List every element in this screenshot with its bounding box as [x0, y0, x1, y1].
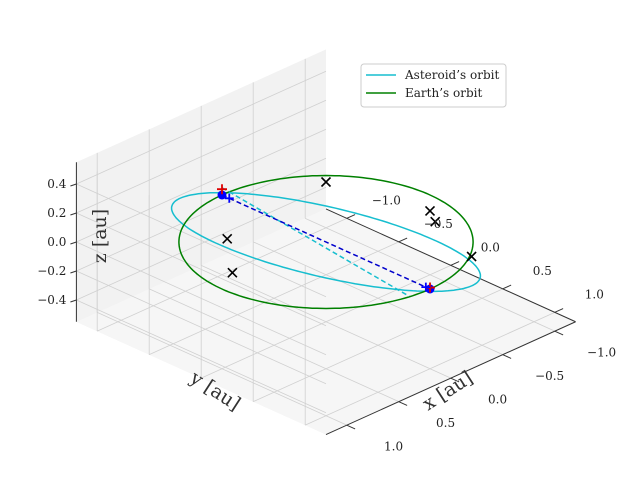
- x-tick-mark: [398, 237, 408, 243]
- y-tick-label: −0.5: [535, 369, 564, 383]
- z-tick-mark: [70, 299, 77, 303]
- grid-wall-z-left: [76, 270, 327, 385]
- line-of-nodes: [221, 194, 431, 290]
- tick-labels: −1.0 −0.5 0.0 0.5 1.0 1.0 0.5 0.0 −0.5 −1.0 0.4 0.2…: [37, 177, 616, 453]
- z-axis-label: z [au]: [89, 209, 111, 263]
- y-tick-mark: [502, 354, 512, 359]
- x-tick-mark: [450, 261, 460, 266]
- black-x-marker: [320, 176, 332, 188]
- z-tick-mark: [70, 241, 77, 245]
- z-tick-label: −0.2: [37, 264, 66, 278]
- y-tick-mark: [554, 330, 564, 336]
- grid-lines: [76, 58, 555, 426]
- y-tick-mark: [450, 377, 460, 383]
- node-point: [217, 190, 227, 200]
- z-tick-label: 0.0: [47, 235, 66, 249]
- y-tick-label: 0.0: [488, 392, 507, 406]
- asteroid-orbit-line: [170, 191, 482, 293]
- asteroid-chord-line: [221, 187, 410, 297]
- grid-floor-y: [253, 241, 503, 356]
- grid-wall-z-right: [76, 128, 327, 243]
- z-tick-label: −0.4: [37, 293, 67, 307]
- grid-floor-y: [97, 311, 347, 426]
- black-x-marker: [424, 205, 436, 217]
- red-plus-marker: [217, 184, 227, 195]
- x-tick-label: 1.0: [585, 288, 604, 302]
- black-x-marker: [466, 251, 477, 262]
- blue-plus-marker: [224, 193, 234, 203]
- grid-wall-z-left: [76, 212, 327, 327]
- legend-earth-label: Earth’s orbit: [405, 86, 482, 100]
- legend-box: [360, 63, 507, 108]
- data-layer: [170, 174, 482, 310]
- x-tick-label: 0.0: [481, 241, 500, 255]
- grid-wall-z-right: [76, 99, 327, 214]
- y-tick-label: −1.0: [587, 345, 616, 359]
- x-tick-label: −0.5: [424, 217, 453, 231]
- z-tick-label: 0.2: [47, 206, 66, 220]
- grid-wall-z-left: [76, 183, 327, 298]
- grid-floor-y: [305, 217, 555, 332]
- blue-plus-marker: [421, 282, 431, 292]
- legend: Asteroid’s orbit Earth’s orbit: [360, 63, 507, 108]
- z-tick-label: 0.4: [47, 177, 66, 191]
- grid-wall-z-right: [76, 70, 327, 185]
- x-tick-label: 0.5: [533, 264, 552, 278]
- z-tick-mark: [70, 212, 77, 216]
- y-tick-mark: [398, 401, 408, 406]
- y-tick-label: 1.0: [384, 439, 403, 453]
- black-x-marker: [430, 216, 441, 227]
- grid-floor-y: [149, 288, 399, 403]
- x-tick-mark: [502, 284, 512, 290]
- x-tick-mark: [346, 214, 356, 219]
- x-tick-label: −1.0: [372, 194, 401, 208]
- z-tick-mark: [70, 183, 77, 187]
- x-tick-mark: [554, 308, 564, 313]
- grid-wall-z-right: [76, 186, 327, 301]
- grid-wall-z-left: [76, 241, 327, 356]
- y-tick-label: 0.5: [436, 416, 455, 430]
- grid-floor-y: [201, 264, 451, 379]
- y-tick-mark: [346, 424, 356, 430]
- legend-asteroid-label: Asteroid’s orbit: [404, 68, 499, 82]
- axis-lines: [70, 162, 576, 436]
- black-x-marker: [222, 233, 233, 244]
- z-tick-mark: [70, 270, 77, 274]
- grid-wall-z-right: [76, 157, 327, 272]
- black-x-marker: [227, 267, 238, 278]
- grid-wall-z-left: [76, 299, 327, 414]
